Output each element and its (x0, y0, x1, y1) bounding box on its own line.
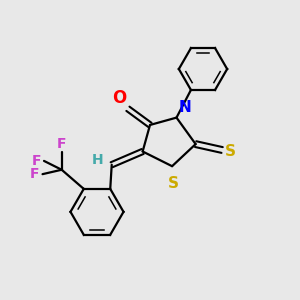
Text: F: F (30, 167, 40, 181)
Text: N: N (179, 100, 192, 115)
Text: S: S (224, 144, 236, 159)
Text: S: S (168, 176, 179, 191)
Text: H: H (91, 153, 103, 167)
Text: F: F (32, 154, 41, 168)
Text: F: F (57, 136, 66, 151)
Text: O: O (112, 89, 127, 107)
